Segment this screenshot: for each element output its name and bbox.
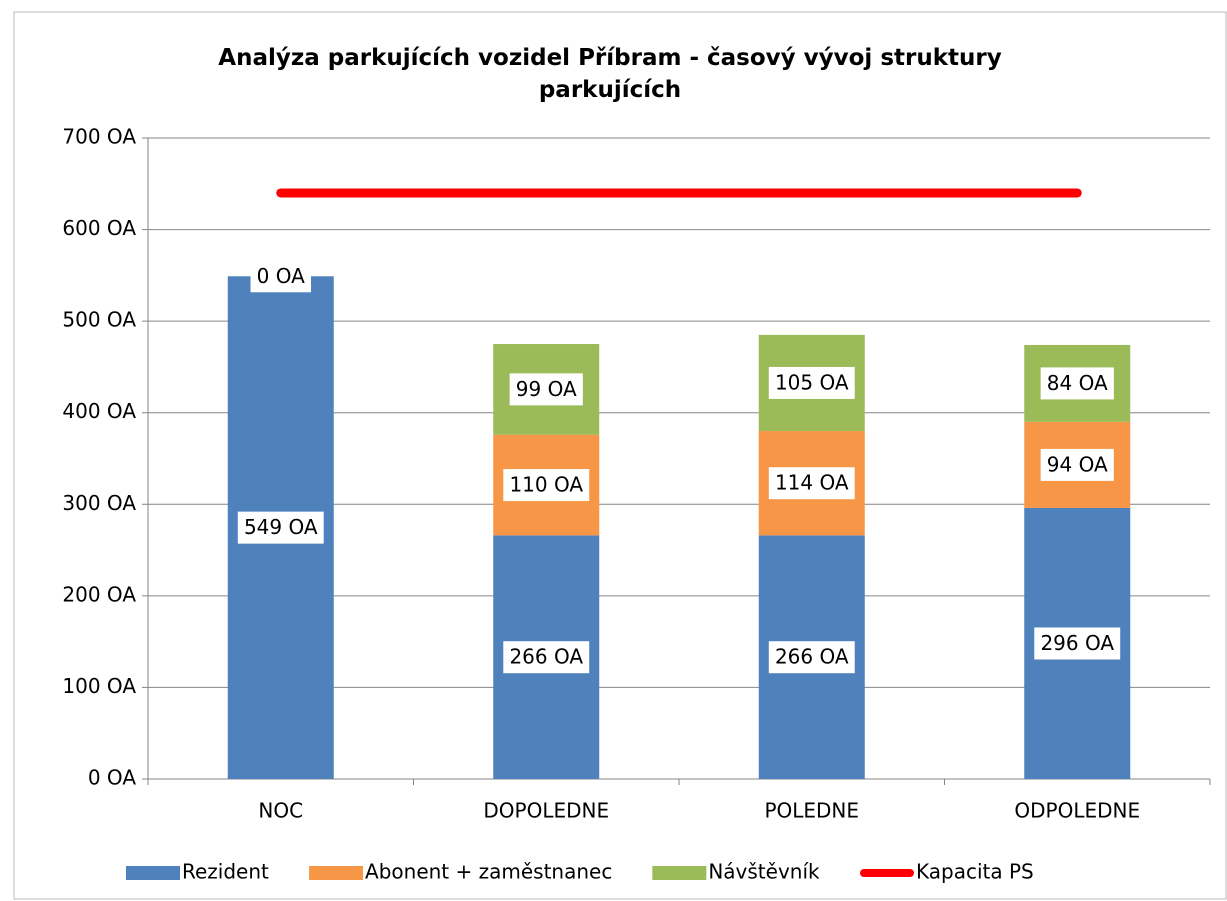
x-tick-label: NOC [258,799,303,823]
legend-swatch [126,866,180,880]
data-label-box [237,511,324,544]
data-label-box [1040,448,1114,481]
data-label-box [768,366,855,399]
y-tick-label: 700 OA [62,125,136,149]
legend-label: Návštěvník [708,860,820,884]
data-label-box [509,373,583,406]
x-tick-label: POLEDNE [764,799,859,823]
legend-label: Kapacita PS [916,860,1034,884]
data-label: 266 OA [509,645,583,669]
data-label: 94 OA [1047,452,1108,476]
data-label: 0 OA [257,264,305,288]
chart-border [13,11,1227,900]
legend-label: Abonent + zaměstnanec [365,860,612,884]
data-label-box [250,260,311,293]
y-tick-label: 100 OA [62,674,136,698]
data-label: 266 OA [775,645,849,669]
y-tick-label: 0 OA [88,766,136,790]
data-label: 105 OA [775,370,849,394]
x-tick-label: DOPOLEDNE [483,799,609,823]
chart-title: Analýza parkujících vozidel Příbram - ča… [218,45,1002,103]
data-label-box [768,641,855,674]
x-tick-label: ODPOLEDNE [1014,799,1140,823]
data-label: 296 OA [1040,631,1114,655]
legend-label: Rezident [182,860,269,884]
y-tick-label: 300 OA [62,491,136,515]
data-label: 84 OA [1047,371,1108,395]
legend-swatch [652,866,707,880]
data-label: 549 OA [244,515,318,539]
data-label: 110 OA [509,473,583,497]
data-label-box [768,467,855,500]
data-label-box [503,469,590,502]
y-tick-label: 500 OA [62,308,136,332]
data-label: 99 OA [516,377,577,401]
data-label: 114 OA [775,471,849,495]
y-tick-label: 600 OA [62,216,136,240]
legend-swatch [309,866,364,880]
data-label-box [503,641,590,674]
data-label-box [1040,367,1114,400]
y-tick-label: 200 OA [62,582,136,606]
y-tick-label: 400 OA [62,399,136,423]
data-label-box [1034,627,1121,660]
